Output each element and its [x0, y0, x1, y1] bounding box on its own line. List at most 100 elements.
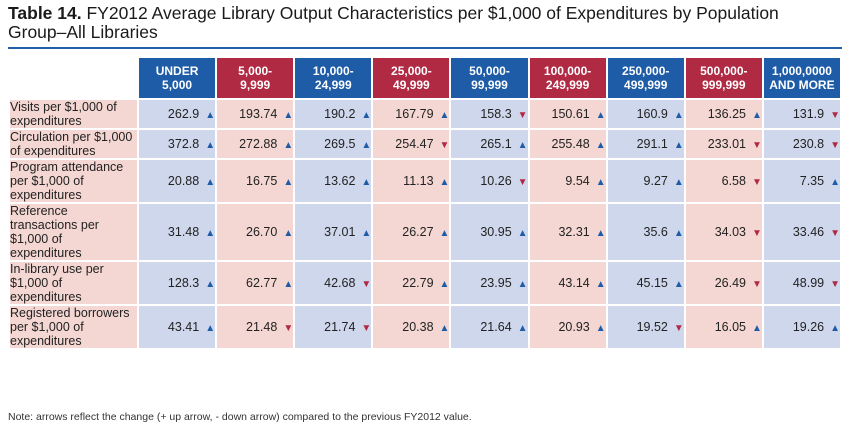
value-number: 10.26: [480, 174, 512, 188]
value-number: 150.61: [551, 107, 590, 121]
value-number: 21.74: [324, 320, 356, 334]
value-cell: 26.70 ▲: [217, 204, 294, 260]
value-number: 7.35: [799, 174, 825, 188]
up-arrow-icon: ▲: [361, 140, 372, 151]
title-divider: [8, 47, 842, 49]
column-header-line2: 249,999: [545, 78, 590, 92]
up-arrow-icon: ▲: [205, 140, 216, 151]
column-header-line2: 99,999: [471, 78, 508, 92]
up-arrow-icon: ▲: [439, 323, 450, 334]
down-arrow-icon: ▼: [673, 323, 684, 334]
value-cell: 48.99 ▼: [763, 262, 840, 304]
value-cell: 255.48 ▲: [529, 130, 606, 158]
value-cell: 269.5 ▲: [295, 130, 372, 158]
value-number: 34.03: [714, 225, 746, 239]
column-header: 50,000- 99,999: [451, 58, 528, 98]
up-arrow-icon: ▲: [439, 279, 450, 290]
value-number: 160.9: [636, 107, 668, 121]
column-header: 500,000- 999,999: [685, 58, 762, 98]
column-header-line1: 100,000-: [543, 64, 592, 78]
table-row: In-library use per $1,000 of expenditure…: [10, 262, 840, 304]
value-number: 262.9: [167, 107, 200, 121]
value-cell: 272.88 ▲: [217, 130, 294, 158]
up-arrow-icon: ▲: [517, 140, 528, 151]
value-number: 22.79: [402, 276, 434, 290]
value-number: 16.05: [714, 320, 746, 334]
column-header-line2: 9,999: [240, 78, 271, 92]
column-header: 250,000- 499,999: [607, 58, 684, 98]
up-arrow-icon: ▲: [595, 177, 606, 188]
value-number: 26.27: [402, 225, 434, 239]
up-arrow-icon: ▲: [439, 110, 450, 121]
value-cell: 31.48 ▲: [139, 204, 216, 260]
column-header-line1: 10,000-: [312, 64, 354, 78]
value-number: 19.26: [792, 320, 825, 334]
value-number: 193.74: [239, 107, 278, 121]
up-arrow-icon: ▲: [751, 323, 762, 334]
down-arrow-icon: ▼: [361, 279, 372, 290]
column-header-line1: UNDER: [155, 64, 199, 78]
down-arrow-icon: ▼: [517, 177, 528, 188]
value-cell: 21.48 ▼: [217, 306, 294, 348]
up-arrow-icon: ▲: [517, 279, 528, 290]
value-cell: 7.35 ▲: [763, 160, 840, 202]
row-label: In-library use per $1,000 of expenditure…: [10, 262, 137, 304]
column-header-line2: 24,999: [314, 78, 352, 92]
table-row: Visits per $1,000 of expenditures 262.9 ▲ 1…: [10, 100, 840, 128]
value-number: 32.31: [558, 225, 590, 239]
down-arrow-icon: ▼: [830, 110, 840, 121]
table-body: Visits per $1,000 of expenditures 262.9 ▲ 1…: [10, 100, 840, 348]
down-arrow-icon: ▼: [439, 140, 450, 151]
value-cell: 20.38 ▲: [373, 306, 450, 348]
value-cell: 233.01 ▼: [685, 130, 762, 158]
value-number: 37.01: [324, 225, 356, 239]
value-cell: 22.79 ▲: [373, 262, 450, 304]
up-arrow-icon: ▲: [205, 110, 216, 121]
value-number: 269.5: [324, 137, 356, 151]
down-arrow-icon: ▼: [517, 110, 528, 121]
value-cell: 150.61 ▲: [529, 100, 606, 128]
down-arrow-icon: ▼: [751, 228, 762, 239]
table-number: Table 14.: [8, 3, 82, 23]
value-cell: 19.26 ▲: [763, 306, 840, 348]
value-number: 265.1: [480, 137, 512, 151]
value-cell: 43.14 ▲: [529, 262, 606, 304]
value-number: 42.68: [324, 276, 356, 290]
up-arrow-icon: ▲: [595, 140, 606, 151]
up-arrow-icon: ▲: [361, 177, 372, 188]
value-number: 136.25: [707, 107, 746, 121]
column-header-line1: 5,000-: [238, 64, 273, 78]
column-header-line2: 49,999: [393, 78, 430, 92]
down-arrow-icon: ▼: [751, 279, 762, 290]
value-cell: 32.31 ▲: [529, 204, 606, 260]
value-cell: 16.75 ▲: [217, 160, 294, 202]
column-header-line1: 25,000-: [391, 64, 432, 78]
table-row: Circulation per $1,000 of expenditures 37…: [10, 130, 840, 158]
up-arrow-icon: ▲: [830, 177, 840, 188]
value-number: 20.88: [167, 174, 200, 188]
up-arrow-icon: ▲: [673, 140, 684, 151]
header-row: UNDER 5,000 5,000- 9,999 10,000- 24,999 25,000…: [10, 58, 840, 98]
value-cell: 16.05 ▲: [685, 306, 762, 348]
value-cell: 9.54 ▲: [529, 160, 606, 202]
value-cell: 10.26 ▼: [451, 160, 528, 202]
value-number: 291.1: [636, 137, 668, 151]
value-number: 9.54: [565, 174, 590, 188]
value-cell: 254.47 ▼: [373, 130, 450, 158]
value-cell: 34.03 ▼: [685, 204, 762, 260]
value-cell: 230.8 ▼: [763, 130, 840, 158]
column-header-line2: AND MORE: [769, 78, 835, 92]
table-row: Registered borrowers per $1,000 of expen…: [10, 306, 840, 348]
column-header: 1,000,0000 AND MORE: [763, 58, 840, 98]
column-header: 100,000- 249,999: [529, 58, 606, 98]
value-number: 26.70: [246, 225, 278, 239]
value-cell: 190.2 ▲: [295, 100, 372, 128]
up-arrow-icon: ▲: [283, 140, 294, 151]
column-header-line2: 499,999: [624, 78, 668, 92]
up-arrow-icon: ▲: [283, 279, 294, 290]
column-header-line2: 999,999: [702, 78, 746, 92]
up-arrow-icon: ▲: [205, 323, 216, 334]
up-arrow-icon: ▲: [283, 177, 294, 188]
up-arrow-icon: ▲: [439, 228, 450, 239]
column-header-line1: 50,000-: [469, 64, 510, 78]
